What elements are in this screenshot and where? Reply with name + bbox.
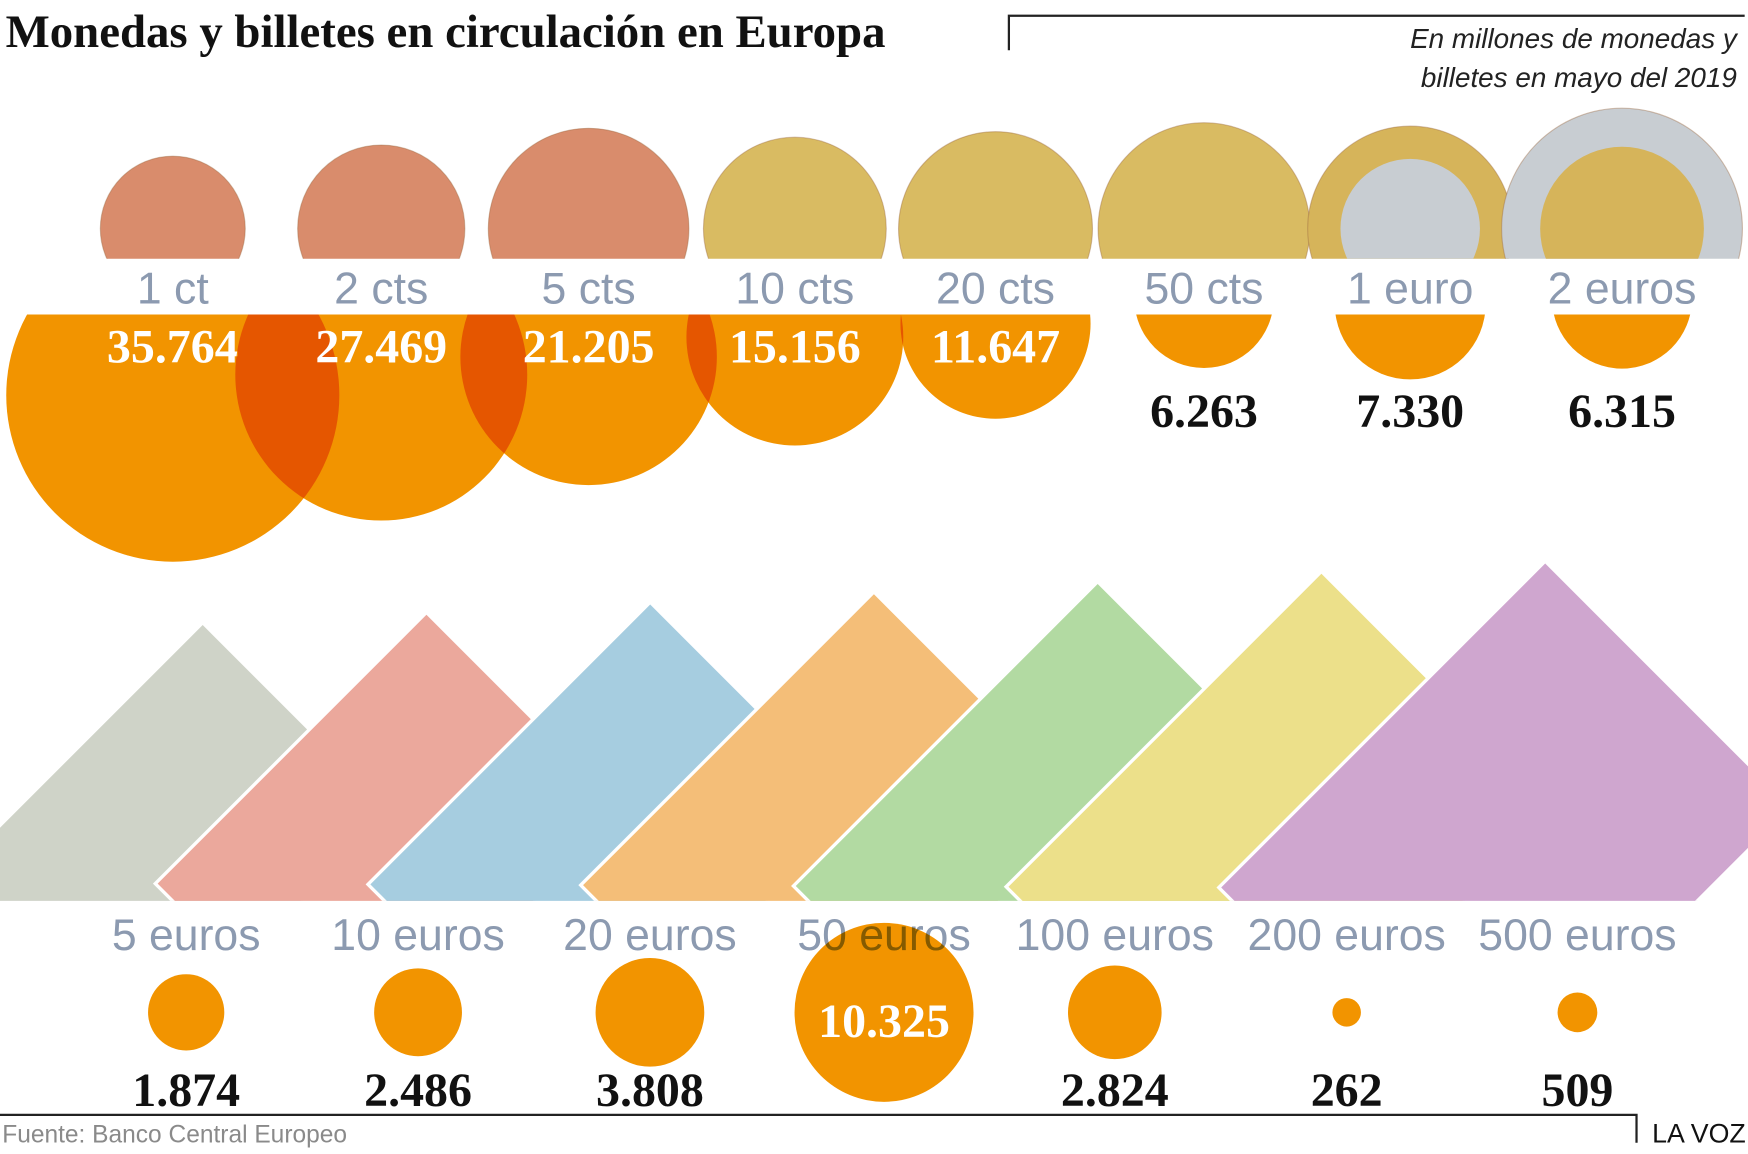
- bubble: [374, 968, 462, 1057]
- coin-center: [1540, 146, 1704, 259]
- category-label: 1 euro: [1347, 264, 1473, 313]
- bubble: [1557, 992, 1598, 1033]
- bubble: [235, 314, 528, 521]
- value-label: 15.156: [729, 320, 861, 373]
- bubbles: 1 ct 35.764 2 cts 27.469 5 cts 21.205 10 cts 15…: [6, 264, 1697, 1117]
- banknote: [365, 599, 861, 901]
- value-label: 11.647: [931, 320, 1060, 373]
- title: Monedas y billetes en circulación en Eur…: [6, 6, 886, 58]
- footer-rule: [0, 1113, 1638, 1143]
- bubble: [1136, 314, 1272, 368]
- bubble: [595, 957, 705, 1067]
- subtitle: billetes en mayo del 2019: [1421, 62, 1737, 93]
- value-label: 6.315: [1568, 385, 1676, 438]
- value-label: 35.764: [107, 320, 239, 373]
- category-label: 5 euros: [112, 911, 261, 960]
- coin-center: [1340, 158, 1480, 259]
- title-rule: [1007, 14, 1745, 51]
- category-label: 200 euros: [1248, 911, 1446, 960]
- category-label: 2 euros: [1548, 264, 1697, 313]
- value-label: 509: [1541, 1064, 1613, 1117]
- value-label: 2.824: [1061, 1064, 1169, 1117]
- subtitle: En millones de monedas y: [1410, 23, 1739, 54]
- banknote: [152, 610, 628, 901]
- value-label: 1.874: [132, 1064, 240, 1117]
- bubble: [1553, 314, 1691, 369]
- category-label: 20 cts: [936, 264, 1055, 313]
- coin: [897, 131, 1094, 259]
- banknote: [1216, 558, 1748, 901]
- bubble: [686, 314, 904, 446]
- category-label: 2 cts: [334, 264, 428, 313]
- category-label: 20 euros: [563, 911, 736, 960]
- value-label: 2.486: [364, 1064, 472, 1117]
- coin: [487, 127, 690, 259]
- category-label: 50 cts: [1145, 264, 1264, 313]
- coin: [297, 144, 466, 259]
- bubble: [1335, 314, 1485, 380]
- value-label: 262: [1311, 1064, 1383, 1117]
- value-label: 3.808: [596, 1064, 704, 1117]
- bubble: [1332, 998, 1361, 1027]
- bubble: [794, 922, 974, 1102]
- banknote-images: [0, 558, 1748, 901]
- category-label: 500 euros: [1478, 911, 1676, 960]
- value-label: 6.263: [1150, 385, 1258, 438]
- coin-images: [99, 107, 1743, 259]
- banknote: [0, 620, 395, 901]
- category-label: 10 cts: [735, 264, 854, 313]
- category-label: 5 cts: [542, 264, 636, 313]
- coin: [99, 155, 246, 259]
- brand: LA VOZ: [1652, 1119, 1746, 1149]
- category-label: 10 euros: [331, 911, 504, 960]
- bubble: [148, 974, 225, 1051]
- value-label: 21.205: [523, 320, 655, 373]
- category-label: 100 euros: [1016, 911, 1214, 960]
- bubble: [1067, 965, 1162, 1060]
- category-label: 1 ct: [137, 264, 209, 313]
- bubble: [460, 314, 717, 486]
- coin: [702, 136, 887, 259]
- value-label: 27.469: [315, 320, 447, 373]
- bubble: [900, 314, 1091, 419]
- source: Fuente: Banco Central Europeo: [2, 1122, 347, 1149]
- value-label: 10.325: [818, 995, 950, 1048]
- value-label: 7.330: [1356, 385, 1464, 438]
